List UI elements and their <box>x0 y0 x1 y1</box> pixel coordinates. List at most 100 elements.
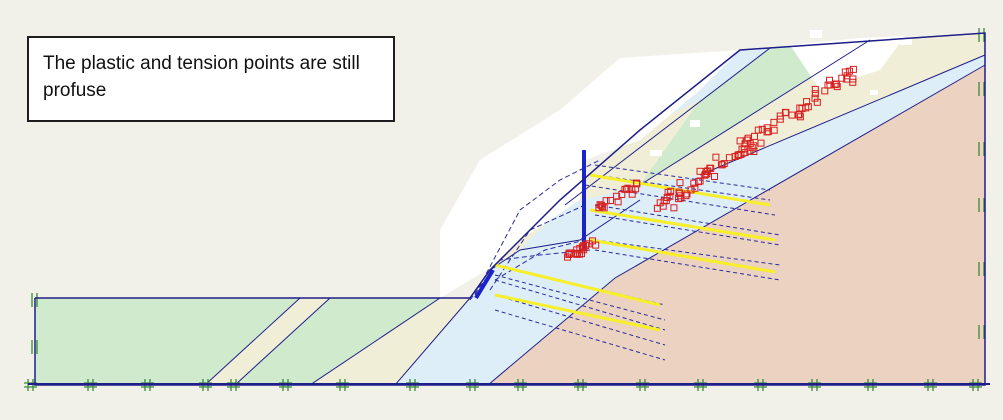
excavation-zone <box>790 36 905 90</box>
plastic-point <box>798 105 806 113</box>
plastic-point <box>781 108 789 116</box>
plastic-point <box>712 153 720 161</box>
plastic-point <box>746 147 754 155</box>
fixity-mark <box>978 28 985 42</box>
plastic-point <box>754 126 762 134</box>
fixity-mark <box>978 198 985 212</box>
plastic-point <box>833 83 841 91</box>
plastic-point <box>622 185 630 193</box>
plastic-point <box>811 90 819 98</box>
plastic-point <box>676 179 684 187</box>
soil-layer <box>310 298 470 385</box>
plastic-point <box>741 149 749 157</box>
boundary-line <box>394 297 471 386</box>
fixity-mark <box>978 325 985 339</box>
fixity-mark <box>978 142 985 156</box>
grout-line <box>594 164 771 191</box>
soil-band <box>640 33 985 185</box>
grout-line <box>494 279 666 331</box>
grout-line <box>494 309 666 361</box>
retaining-wall <box>474 150 586 300</box>
grout-line <box>594 239 781 266</box>
boundary-line <box>309 297 441 386</box>
grout-line <box>494 294 666 346</box>
boundary-line <box>234 297 331 386</box>
plastic-point <box>796 113 804 121</box>
grout-line <box>594 214 781 246</box>
boundary-line <box>639 39 871 186</box>
soil-layer <box>35 298 440 385</box>
plastic-point <box>602 197 610 205</box>
boundary-line <box>489 199 641 271</box>
plastic-point <box>776 112 784 120</box>
plastic-point <box>682 192 690 200</box>
plastic-point <box>666 192 674 200</box>
plastic-point <box>811 85 819 93</box>
plastic-point <box>796 104 804 112</box>
fixity-mark <box>31 293 38 307</box>
plastic-point <box>597 201 605 209</box>
plastic-point <box>757 139 765 147</box>
boundary-line <box>487 64 986 386</box>
grout-line <box>594 204 781 236</box>
plastic-point <box>843 72 851 80</box>
soil-band <box>490 100 700 270</box>
plastic-point <box>763 128 771 136</box>
plastic-point <box>660 197 668 205</box>
model-boundary <box>28 32 990 386</box>
plastic-point <box>691 184 699 192</box>
soil-band <box>205 298 330 385</box>
dashed-line <box>474 159 601 296</box>
boundary-line <box>564 47 771 206</box>
anchor <box>494 263 661 307</box>
plastic-point <box>580 242 587 250</box>
plastic-point <box>734 151 742 159</box>
excavation-zone <box>440 50 740 298</box>
fixity-mark <box>31 340 38 354</box>
anchor <box>589 208 776 242</box>
soil-layers <box>35 33 985 385</box>
plastic-point <box>845 67 853 75</box>
plastic-point <box>596 201 604 209</box>
plastic-point <box>667 187 675 195</box>
boundary-line <box>204 297 301 386</box>
excavation-speck <box>860 52 870 58</box>
soil-layer <box>395 33 985 385</box>
grout-line <box>594 249 781 281</box>
plastic-point <box>624 184 632 192</box>
excavation-speck <box>870 90 878 95</box>
plastic-point <box>841 68 849 76</box>
ground-anchors <box>494 173 776 332</box>
plastic-point <box>628 190 636 198</box>
plastic-point <box>831 81 839 89</box>
plastic-point <box>598 203 606 211</box>
plastic-point <box>607 197 614 204</box>
plastic-point <box>675 188 683 196</box>
plastic-point <box>711 173 718 180</box>
plastic-point <box>746 139 754 147</box>
plastic-point <box>824 81 832 89</box>
plastic-point <box>613 192 621 200</box>
plastic-point <box>706 164 714 172</box>
plastic-point <box>811 94 819 102</box>
plastic-point <box>748 144 756 152</box>
anchor <box>589 238 776 274</box>
excavated-white-zones <box>440 30 912 298</box>
plastic-point <box>670 204 678 212</box>
anchor <box>494 293 661 332</box>
fixity-mark <box>978 82 985 96</box>
plastic-point <box>750 148 758 155</box>
excavation-speck <box>900 38 912 45</box>
plastic-point <box>744 134 752 142</box>
grout-line <box>594 174 771 201</box>
grout-line <box>494 274 666 321</box>
plastic-point <box>725 154 733 162</box>
excavation-speck <box>760 120 770 126</box>
excavation-speck <box>650 150 662 156</box>
plastic-point <box>687 186 695 194</box>
anchor <box>589 173 771 207</box>
plastic-point <box>826 76 833 84</box>
plastic-point <box>633 180 641 188</box>
